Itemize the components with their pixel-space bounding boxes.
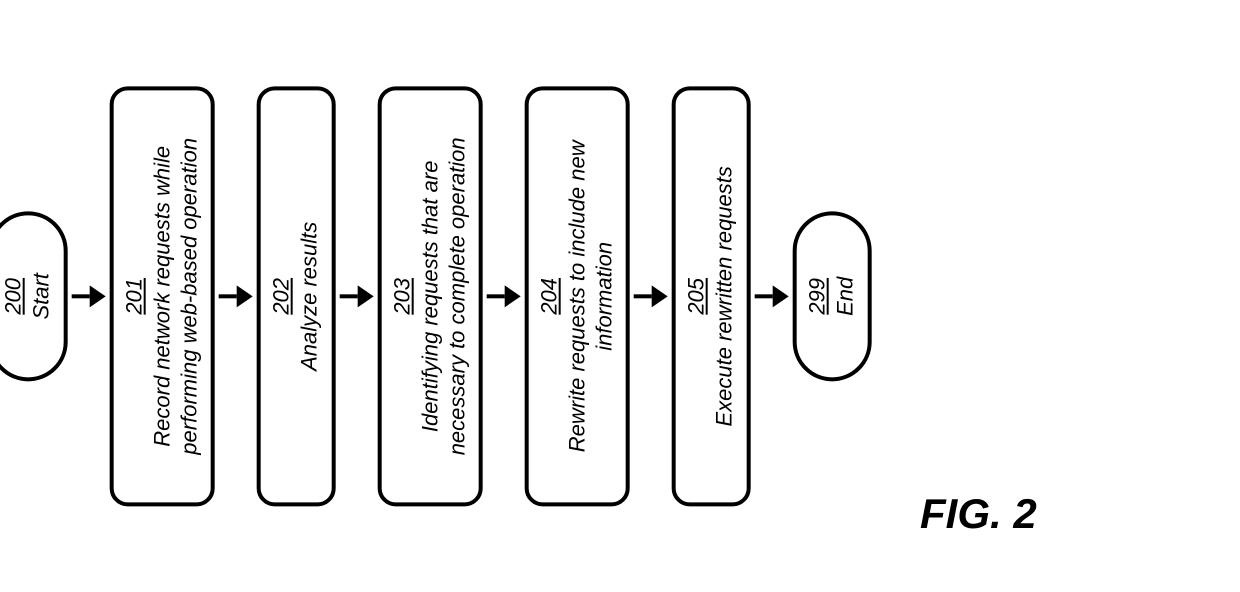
node-number: 205 xyxy=(684,278,710,315)
flow-node-205: 205Execute rewritten requests xyxy=(672,86,751,506)
flow-node-299: 299End xyxy=(793,211,872,381)
flow-arrow xyxy=(71,285,105,307)
node-number: 204 xyxy=(537,278,563,315)
node-number: 202 xyxy=(269,278,295,315)
flow-arrow xyxy=(219,285,253,307)
flow-arrow xyxy=(487,285,521,307)
node-text: Rewrite requests to include new informat… xyxy=(565,110,618,482)
flow-node-203: 203Identifying requests that are necessa… xyxy=(377,86,482,506)
node-number: 203 xyxy=(389,278,415,315)
flow-arrow xyxy=(755,285,789,307)
flow-node-202: 202Analyze results xyxy=(257,86,336,506)
node-text: Start xyxy=(29,273,55,319)
node-text: Record network requests while performing… xyxy=(150,110,203,482)
figure-caption: FIG. 2 xyxy=(920,490,1037,538)
node-text: Identifying requests that are necessary … xyxy=(418,110,471,482)
node-number: 299 xyxy=(805,278,831,315)
node-text: End xyxy=(833,276,859,315)
node-number: 201 xyxy=(121,278,147,315)
node-text: Analyze results xyxy=(297,221,323,370)
flow-node-200: 200Start xyxy=(0,211,67,381)
flow-node-204: 204Rewrite requests to include new infor… xyxy=(525,86,630,506)
figure-canvas: 200Start 201Record network requests while… xyxy=(0,0,1240,592)
node-text: Execute rewritten requests xyxy=(712,166,738,426)
flow-arrow xyxy=(634,285,668,307)
flow-arrow xyxy=(339,285,373,307)
flow-node-201: 201Record network requests while perform… xyxy=(109,86,214,506)
flowchart: 200Start 201Record network requests while… xyxy=(0,86,871,506)
node-number: 200 xyxy=(1,278,27,315)
